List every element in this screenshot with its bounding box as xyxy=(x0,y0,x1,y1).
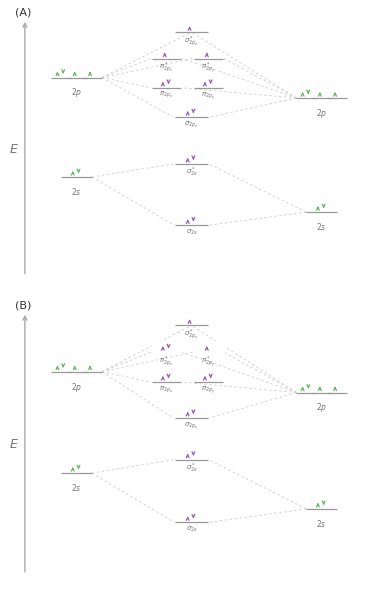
Text: $\sigma_{2s}$: $\sigma_{2s}$ xyxy=(185,525,198,534)
Text: $\sigma^*_{2p_z}$: $\sigma^*_{2p_z}$ xyxy=(184,34,199,49)
Text: $2p$: $2p$ xyxy=(71,381,82,394)
Text: $2p$: $2p$ xyxy=(316,107,327,120)
Text: $2p$: $2p$ xyxy=(71,86,82,99)
Text: $2p$: $2p$ xyxy=(316,401,327,414)
Text: $\pi^*_{2p_y}$: $\pi^*_{2p_y}$ xyxy=(201,355,216,371)
Text: (B): (B) xyxy=(15,300,32,310)
Text: $\sigma^*_{2s}$: $\sigma^*_{2s}$ xyxy=(185,462,198,475)
Text: $\sigma_{2p_z}$: $\sigma_{2p_z}$ xyxy=(184,420,199,431)
Text: $\pi_{2p_y}$: $\pi_{2p_y}$ xyxy=(201,90,216,102)
Text: E: E xyxy=(10,439,17,452)
Text: $\sigma^*_{2s}$: $\sigma^*_{2s}$ xyxy=(185,166,198,180)
Text: $2s$: $2s$ xyxy=(71,482,82,493)
Text: $\pi_{2p_y}$: $\pi_{2p_y}$ xyxy=(201,385,216,396)
Text: $\sigma_{2p_z}$: $\sigma_{2p_z}$ xyxy=(184,119,199,129)
Text: $\sigma^*_{2p_z}$: $\sigma^*_{2p_z}$ xyxy=(184,328,199,342)
Text: $\sigma_{2s}$: $\sigma_{2s}$ xyxy=(185,228,198,237)
Bar xyxy=(194,341,224,353)
Text: E: E xyxy=(10,142,17,155)
Text: (A): (A) xyxy=(15,7,32,17)
Text: $2s$: $2s$ xyxy=(316,518,327,529)
Text: $\pi_{2p_x}$: $\pi_{2p_x}$ xyxy=(159,90,174,100)
Bar xyxy=(152,341,182,353)
Text: $\pi^*_{2p_y}$: $\pi^*_{2p_y}$ xyxy=(201,61,216,76)
Text: $\pi^*_{2p_x}$: $\pi^*_{2p_x}$ xyxy=(159,355,174,369)
Text: $2s$: $2s$ xyxy=(316,221,327,232)
Text: $\pi_{2p_x}$: $\pi_{2p_x}$ xyxy=(159,385,174,395)
Text: $2s$: $2s$ xyxy=(71,186,82,197)
Text: $\pi^*_{2p_x}$: $\pi^*_{2p_x}$ xyxy=(159,61,174,75)
